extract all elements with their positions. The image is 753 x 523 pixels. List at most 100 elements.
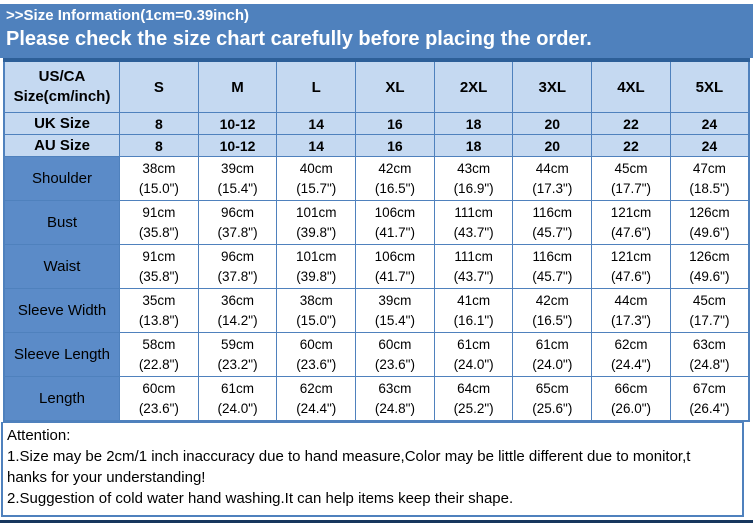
size-table: US/CA Size(cm/inch) S M L XL 2XL 3XL 4XL 5XL UK Si…: [3, 58, 750, 422]
inch-value: (24.0"): [217, 400, 258, 416]
cm-value: 106cm: [374, 204, 416, 220]
attention-box: Attention: 1.Size may be 2cm/1 inch inac…: [1, 422, 744, 517]
cm-value: 121cm: [610, 204, 652, 220]
size-col-header: L: [276, 59, 357, 113]
uk-size-row: UK Size 8 10-12 14 16 18 20 22 24: [3, 112, 750, 135]
measurement-cell: 36cm (14.2"): [197, 288, 278, 333]
inch-value: (15.4"): [374, 312, 415, 328]
inch-value: (35.8"): [138, 268, 179, 284]
cm-value: 116cm: [532, 248, 573, 264]
inch-value: (45.7"): [532, 224, 573, 240]
measurement-cell: 101cm (39.8"): [276, 244, 357, 289]
us-ca-header-line: US/CA: [38, 68, 86, 85]
attention-line: 2.Suggestion of cold water hand washing.…: [7, 490, 514, 507]
cm-value: 121cm: [610, 248, 652, 264]
au-size-row-cell: 10-12: [197, 134, 278, 157]
cm-value: 42cm: [378, 160, 412, 176]
uk-size-row-cell: 20: [512, 112, 593, 135]
measurement-label: Waist: [3, 244, 120, 289]
measurement-cell: 121cm (47.6"): [591, 200, 671, 245]
attention-line: hanks for your understanding!: [7, 469, 206, 486]
inch-value: (43.7"): [453, 224, 494, 240]
uk-size-row-cell: 24: [669, 112, 750, 135]
cm-value: 63cm: [692, 336, 726, 352]
cm-value: 58cm: [142, 336, 176, 352]
inch-value: (41.7"): [374, 268, 415, 284]
measurement-cell: 41cm (16.1"): [433, 288, 514, 333]
measurement-cell: 126cm (49.6"): [669, 200, 750, 245]
uk-size-row-cell: 8: [119, 112, 199, 135]
inch-value: (14.2"): [217, 312, 258, 328]
measurement-label: Sleeve Length: [3, 332, 120, 377]
cm-value: 38cm: [142, 160, 176, 176]
size-col-header: XL: [355, 59, 435, 113]
measurement-cell: 60cm (23.6"): [119, 376, 199, 422]
measurement-cell: 44cm (17.3"): [512, 156, 593, 201]
measurement-cell: 91cm (35.8"): [119, 200, 199, 245]
cm-value: 64cm: [457, 380, 491, 396]
banner: >>Size Information(1cm=0.39inch) Please …: [0, 4, 753, 58]
inch-value: (16.5"): [532, 312, 573, 328]
cm-value: 65cm: [535, 380, 569, 396]
cm-value: 96cm: [221, 248, 255, 264]
measurement-cell: 111cm (43.7"): [433, 200, 514, 245]
inch-value: (39.8"): [296, 268, 337, 284]
measurement-cell: 58cm (22.8"): [119, 332, 199, 377]
cm-value: 39cm: [378, 292, 412, 308]
cm-value: 63cm: [378, 380, 412, 396]
au-size-row: AU Size 8 10-12 14 16 18 20 22 24: [3, 134, 750, 157]
measurement-label: Shoulder: [3, 156, 120, 201]
inch-value: (16.5"): [374, 180, 415, 196]
measurement-cell: 39cm (15.4"): [355, 288, 435, 333]
measurement-cell: 42cm (16.5"): [512, 288, 593, 333]
inch-value: (49.6"): [689, 224, 730, 240]
measurement-cell: 42cm (16.5"): [355, 156, 435, 201]
measurement-cell: 116cm (45.7"): [512, 200, 593, 245]
measurement-label: Sleeve Width: [3, 288, 120, 333]
cm-value: 66cm: [614, 380, 648, 396]
uk-size-row-cell: 14: [276, 112, 357, 135]
inch-value: (17.7"): [610, 180, 651, 196]
measurement-row: Shoulder 38cm (15.0") 39cm (15.4") 40cm (15.7"…: [3, 156, 750, 201]
inch-value: (16.1"): [453, 312, 494, 328]
size-col-header: 3XL: [512, 59, 593, 113]
inch-value: (15.0"): [296, 312, 337, 328]
au-size-row-cell: 14: [276, 134, 357, 157]
au-size-row-cell: 16: [355, 134, 435, 157]
uk-size-row-label: UK Size: [3, 112, 120, 135]
measurement-cell: 47cm (18.5"): [669, 156, 750, 201]
measurement-cell: 63cm (24.8"): [669, 332, 750, 377]
measurement-label: Bust: [3, 200, 120, 245]
measurement-cell: 65cm (25.6"): [512, 376, 593, 422]
inch-value: (17.3"): [532, 180, 573, 196]
measurement-row: Sleeve Width 35cm (13.8") 36cm (14.2") 38cm (1…: [3, 288, 750, 333]
measurement-cell: 106cm (41.7"): [355, 200, 435, 245]
inch-value: (25.2"): [453, 400, 494, 416]
inch-value: (15.7"): [296, 180, 337, 196]
inch-value: (24.8"): [689, 356, 730, 372]
cm-value: 61cm: [535, 336, 569, 352]
measurement-cell: 45cm (17.7"): [591, 156, 671, 201]
measurement-cell: 61cm (24.0"): [512, 332, 593, 377]
inch-value: (24.4"): [296, 400, 337, 416]
cm-value: 47cm: [692, 160, 726, 176]
inch-value: (23.6"): [374, 356, 415, 372]
inch-value: (16.9"): [453, 180, 494, 196]
cm-value: 40cm: [299, 160, 333, 176]
measurement-cell: 63cm (24.8"): [355, 376, 435, 422]
measurement-cell: 45cm (17.7"): [669, 288, 750, 333]
cm-value: 111cm: [454, 204, 493, 220]
size-unit-header-line: Size(cm/inch): [13, 88, 111, 105]
measurement-cell: 91cm (35.8"): [119, 244, 199, 289]
measurement-row: Sleeve Length 58cm (22.8") 59cm (23.2") 60cm (…: [3, 332, 750, 377]
measurement-cell: 44cm (17.3"): [591, 288, 671, 333]
inch-value: (23.2"): [217, 356, 258, 372]
inch-value: (24.0"): [532, 356, 573, 372]
au-size-row-label: AU Size: [3, 134, 120, 157]
measurement-row: Bust 91cm (35.8") 96cm (37.8") 101cm (39.8") 10…: [3, 200, 750, 245]
inch-value: (26.0"): [610, 400, 651, 416]
measurement-cell: 111cm (43.7"): [433, 244, 514, 289]
measurement-cell: 62cm (24.4"): [276, 376, 357, 422]
cm-value: 43cm: [457, 160, 491, 176]
